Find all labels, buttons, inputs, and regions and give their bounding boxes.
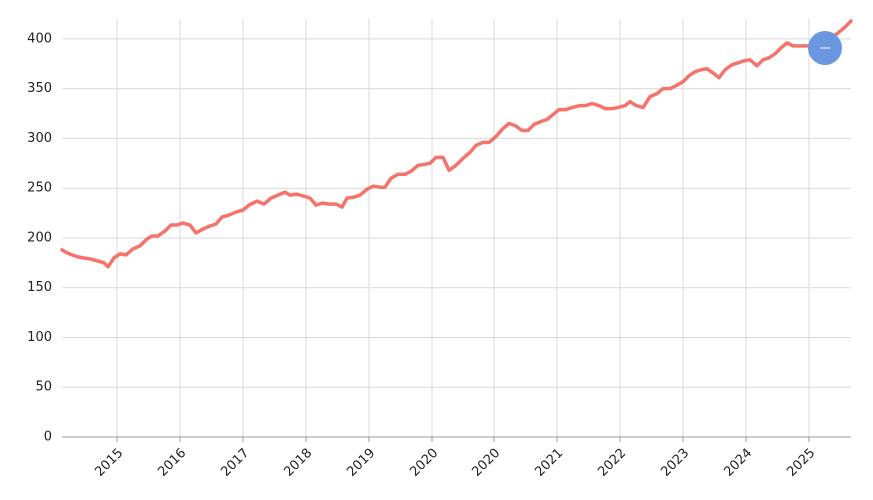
x-tick-label: 2017 [218,446,252,480]
x-tick-label: 2018 [281,446,315,480]
collapse-button[interactable] [808,31,842,65]
y-tick-label: 250 [27,181,52,196]
x-tick-label: 2020 [407,446,441,480]
x-tick-label: 2015 [92,446,126,480]
y-tick-label: 100 [27,330,52,345]
x-tick-label: 2021 [532,446,566,480]
y-tick-label: 350 [27,81,52,96]
y-tick-label: 150 [27,280,52,295]
y-tick-label: 0 [44,430,52,445]
series-line [60,19,853,269]
y-tick-label: 300 [27,131,52,146]
x-tick-label: 2025 [784,446,818,480]
x-tick-label: 2016 [155,446,189,480]
x-tick-label: 2020 [469,446,503,480]
y-tick-label: 400 [27,31,52,46]
x-tick-label: 2019 [344,446,378,480]
x-tick-label: 2024 [721,446,755,480]
y-tick-label: 50 [35,380,52,395]
x-tick-label: 2022 [595,446,629,480]
y-tick-label: 200 [27,230,52,245]
x-tick-label: 2023 [658,446,692,480]
